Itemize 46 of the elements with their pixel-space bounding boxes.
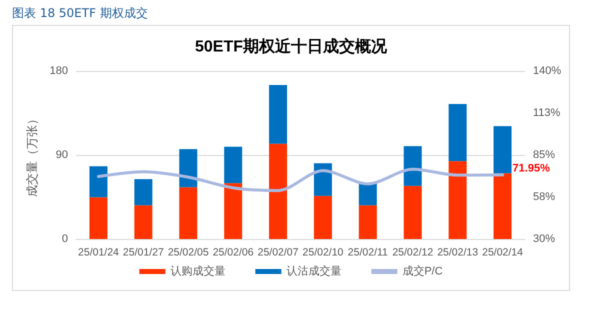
y2-tick-label: 140%	[533, 65, 562, 77]
y-tick-label: 0	[62, 233, 68, 245]
bar	[134, 179, 152, 206]
y-axis-title: 成交量（万张）	[25, 113, 39, 197]
bar	[404, 186, 422, 239]
bar	[89, 166, 108, 198]
x-tick-label: 25/01/27	[122, 246, 164, 258]
bar	[179, 187, 198, 239]
data-label: 71.95%	[512, 162, 550, 174]
y-tick-label: 180	[50, 65, 68, 77]
x-tick-label: 25/02/06	[212, 246, 254, 258]
line-series	[96, 168, 504, 192]
x-tick-label: 25/02/05	[168, 246, 209, 258]
bar	[494, 173, 512, 239]
x-tick-label: 25/01/24	[78, 246, 120, 258]
bar	[358, 182, 377, 206]
text: 图表 18 50ETF 期权成交	[12, 5, 148, 22]
bar	[494, 126, 512, 174]
bar	[89, 197, 108, 239]
x-tick-label: 25/02/11	[348, 246, 388, 258]
legend-label: 认沽成交量	[286, 264, 342, 278]
bar	[314, 196, 332, 239]
y2-tick-label: 58%	[533, 191, 556, 203]
x-tick-label: 25/02/07	[258, 246, 299, 258]
legend-label: 认购成交量	[170, 264, 226, 278]
bar	[314, 163, 332, 196]
bar	[269, 144, 288, 239]
y2-tick-label: 85%	[533, 149, 556, 161]
bar	[448, 104, 467, 162]
bar	[448, 161, 467, 239]
legend-label: 成交P/C	[402, 264, 443, 278]
x-tick-label: 25/02/10	[302, 246, 344, 258]
bar	[179, 149, 198, 188]
y-tick-label: 90	[56, 149, 68, 161]
chart-title: 50ETF期权近十日成交概况	[194, 36, 388, 56]
bar	[224, 146, 242, 184]
x-tick-label: 25/02/12	[392, 246, 434, 258]
bar	[269, 85, 288, 144]
bar	[358, 205, 377, 239]
x-tick-label: 25/02/14	[482, 246, 524, 258]
x-tick-label: 25/02/13	[437, 246, 478, 258]
y2-tick-label: 113%	[533, 107, 561, 119]
bar	[224, 183, 242, 239]
bar	[404, 146, 422, 186]
bar	[134, 205, 152, 239]
y2-tick-label: 30%	[533, 233, 556, 245]
